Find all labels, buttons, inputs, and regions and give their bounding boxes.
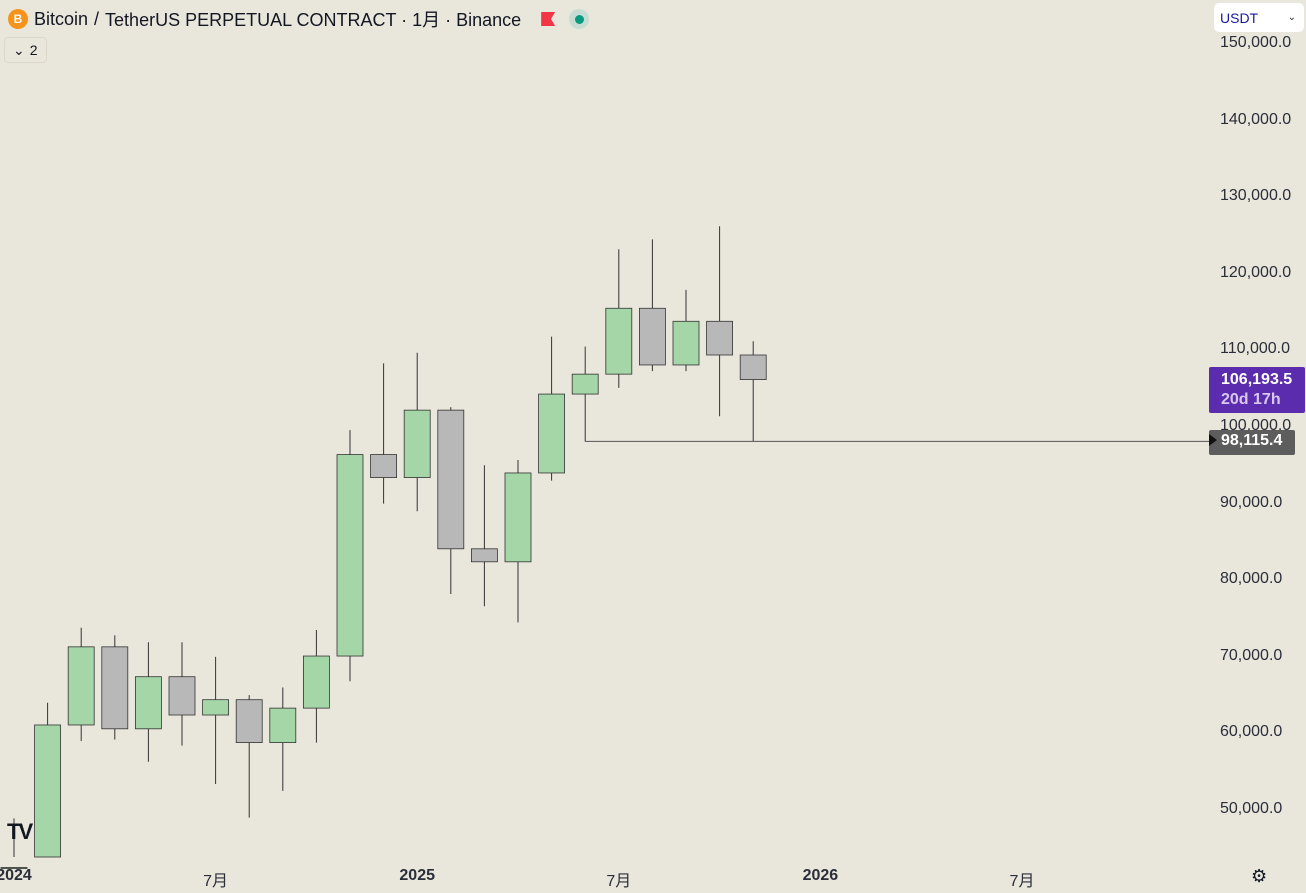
candle-body — [0, 867, 28, 869]
candle — [34, 702, 61, 858]
candle — [67, 627, 95, 742]
price-tick-label: 110,000.0 — [1220, 340, 1290, 358]
chevron-down-icon: ⌄ — [1287, 12, 1296, 23]
symbol-separator: / — [94, 8, 100, 29]
candles-group — [0, 226, 767, 869]
candle-body — [168, 676, 196, 716]
candle-body — [370, 454, 398, 478]
bitcoin-icon: B — [8, 9, 28, 29]
price-tick-label: 60,000.0 — [1220, 723, 1283, 741]
candle-body — [269, 707, 297, 743]
indicators-count: 2 — [29, 42, 38, 58]
candle-body — [639, 307, 666, 366]
candle-body — [403, 409, 431, 478]
time-tick-label: 7月 — [203, 873, 229, 890]
candle-body — [67, 646, 95, 726]
candle — [538, 336, 565, 481]
candle — [302, 629, 330, 743]
candle-body — [538, 393, 565, 474]
price-tick-label: 70,000.0 — [1220, 646, 1283, 664]
candle-body — [302, 655, 330, 709]
chevron-down-icon: ⌄ — [13, 41, 25, 58]
candle-body — [706, 320, 733, 356]
candle — [571, 346, 599, 442]
settings-icon[interactable]: ⚙ — [1251, 866, 1268, 886]
candle — [202, 656, 230, 784]
tradingview-logo[interactable]: TV — [7, 819, 33, 844]
last-price-label: 106,193.5 20d 17h — [1209, 367, 1305, 413]
candle-body — [437, 409, 465, 550]
candle-body — [101, 646, 129, 730]
candle-body — [739, 354, 767, 380]
indicators-toggle-button[interactable]: ⌄ 2 — [4, 37, 47, 63]
time-tick-label: 2026 — [802, 867, 839, 884]
price-tick-label: 150,000.0 — [1220, 34, 1292, 51]
candle — [269, 687, 297, 791]
candle-body — [470, 548, 498, 563]
candle-body — [202, 699, 230, 716]
candle — [504, 459, 532, 623]
last-price-value: 106,193.5 — [1221, 371, 1293, 388]
time-tick-label: 2024 — [0, 867, 32, 884]
candle-body — [605, 307, 633, 375]
candle — [101, 635, 129, 740]
price-tick-label: 120,000.0 — [1220, 263, 1292, 281]
currency-value: USDT — [1220, 9, 1259, 26]
price-tick-label: 100,000.0 — [1220, 417, 1292, 434]
candle — [739, 341, 767, 442]
candle-body — [504, 472, 532, 563]
candle — [168, 642, 196, 746]
candle-body — [336, 454, 364, 657]
candle — [672, 289, 700, 372]
candle-body — [235, 699, 263, 743]
candle — [370, 363, 398, 504]
bar-countdown: 20d 17h — [1221, 391, 1281, 408]
horizontal-line-label[interactable]: 98,115.4 — [1209, 430, 1295, 455]
candle-body — [134, 676, 162, 730]
market-status-icon[interactable] — [569, 9, 590, 29]
candle — [336, 430, 364, 682]
price-tick-label: 50,000.0 — [1220, 800, 1283, 817]
candle — [706, 226, 733, 417]
candle — [639, 239, 666, 372]
price-tick-label: 90,000.0 — [1220, 493, 1283, 511]
candle — [134, 642, 162, 762]
symbol-header: B Bitcoin / TetherUS PERPETUAL CONTRACT … — [8, 6, 590, 32]
price-tick-label: 130,000.0 — [1220, 187, 1292, 205]
candle — [235, 695, 263, 818]
currency-select[interactable]: USDT ⌄ — [1214, 3, 1304, 32]
price-tick-label: 140,000.0 — [1220, 110, 1292, 128]
symbol-name[interactable]: Bitcoin — [34, 8, 89, 29]
candle-body — [34, 724, 61, 858]
candle — [437, 407, 465, 594]
candle — [0, 818, 28, 869]
candle — [403, 352, 431, 512]
candle — [470, 465, 498, 607]
symbol-description[interactable]: TetherUS PERPETUAL CONTRACT · 1月 · Binan… — [105, 10, 522, 30]
price-tick-label: 80,000.0 — [1220, 570, 1283, 588]
time-tick-label: 7月 — [1009, 873, 1035, 890]
candle-body — [672, 320, 700, 366]
candle-body — [571, 373, 599, 395]
flag-icon[interactable] — [541, 12, 556, 26]
candle — [605, 249, 633, 388]
time-tick-label: 2025 — [399, 867, 435, 884]
time-tick-label: 7月 — [606, 873, 632, 890]
